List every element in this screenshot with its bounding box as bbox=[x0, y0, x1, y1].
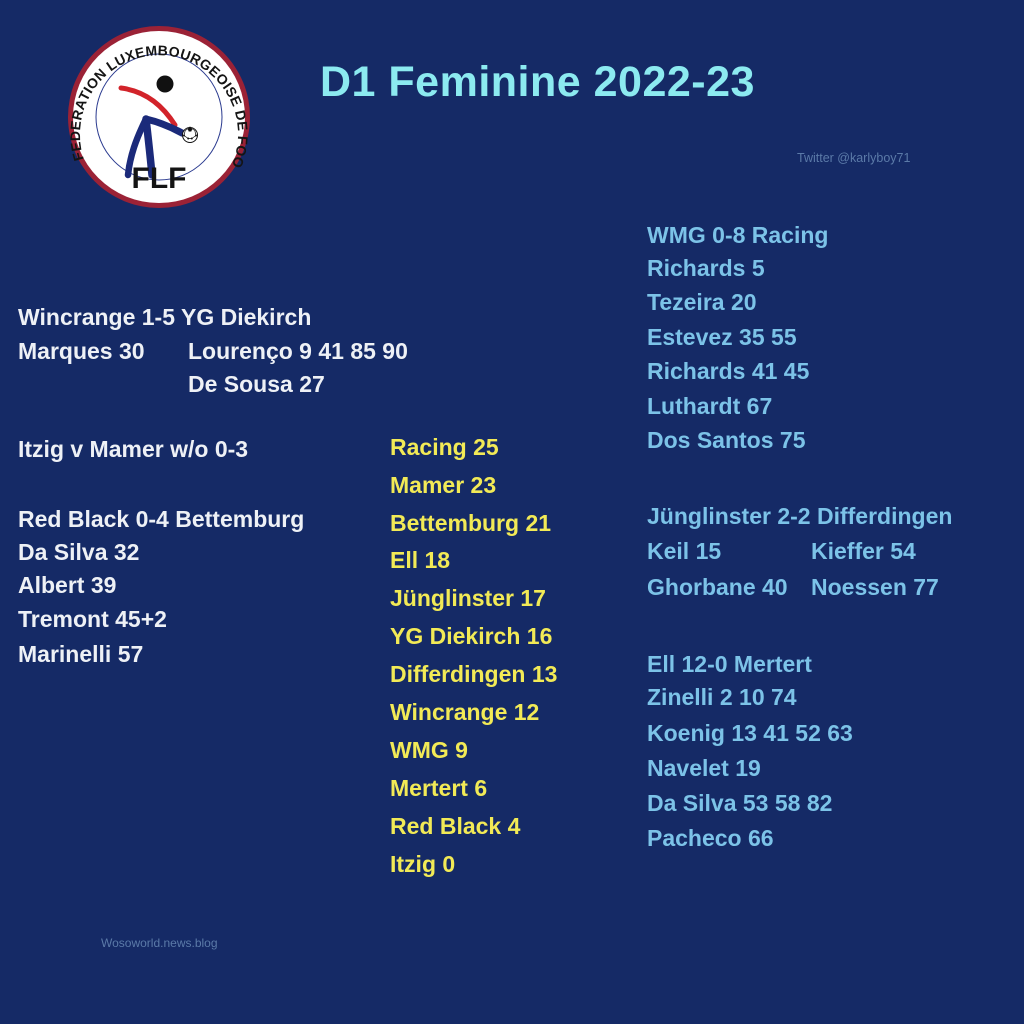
svg-text:FLF: FLF bbox=[132, 162, 187, 195]
